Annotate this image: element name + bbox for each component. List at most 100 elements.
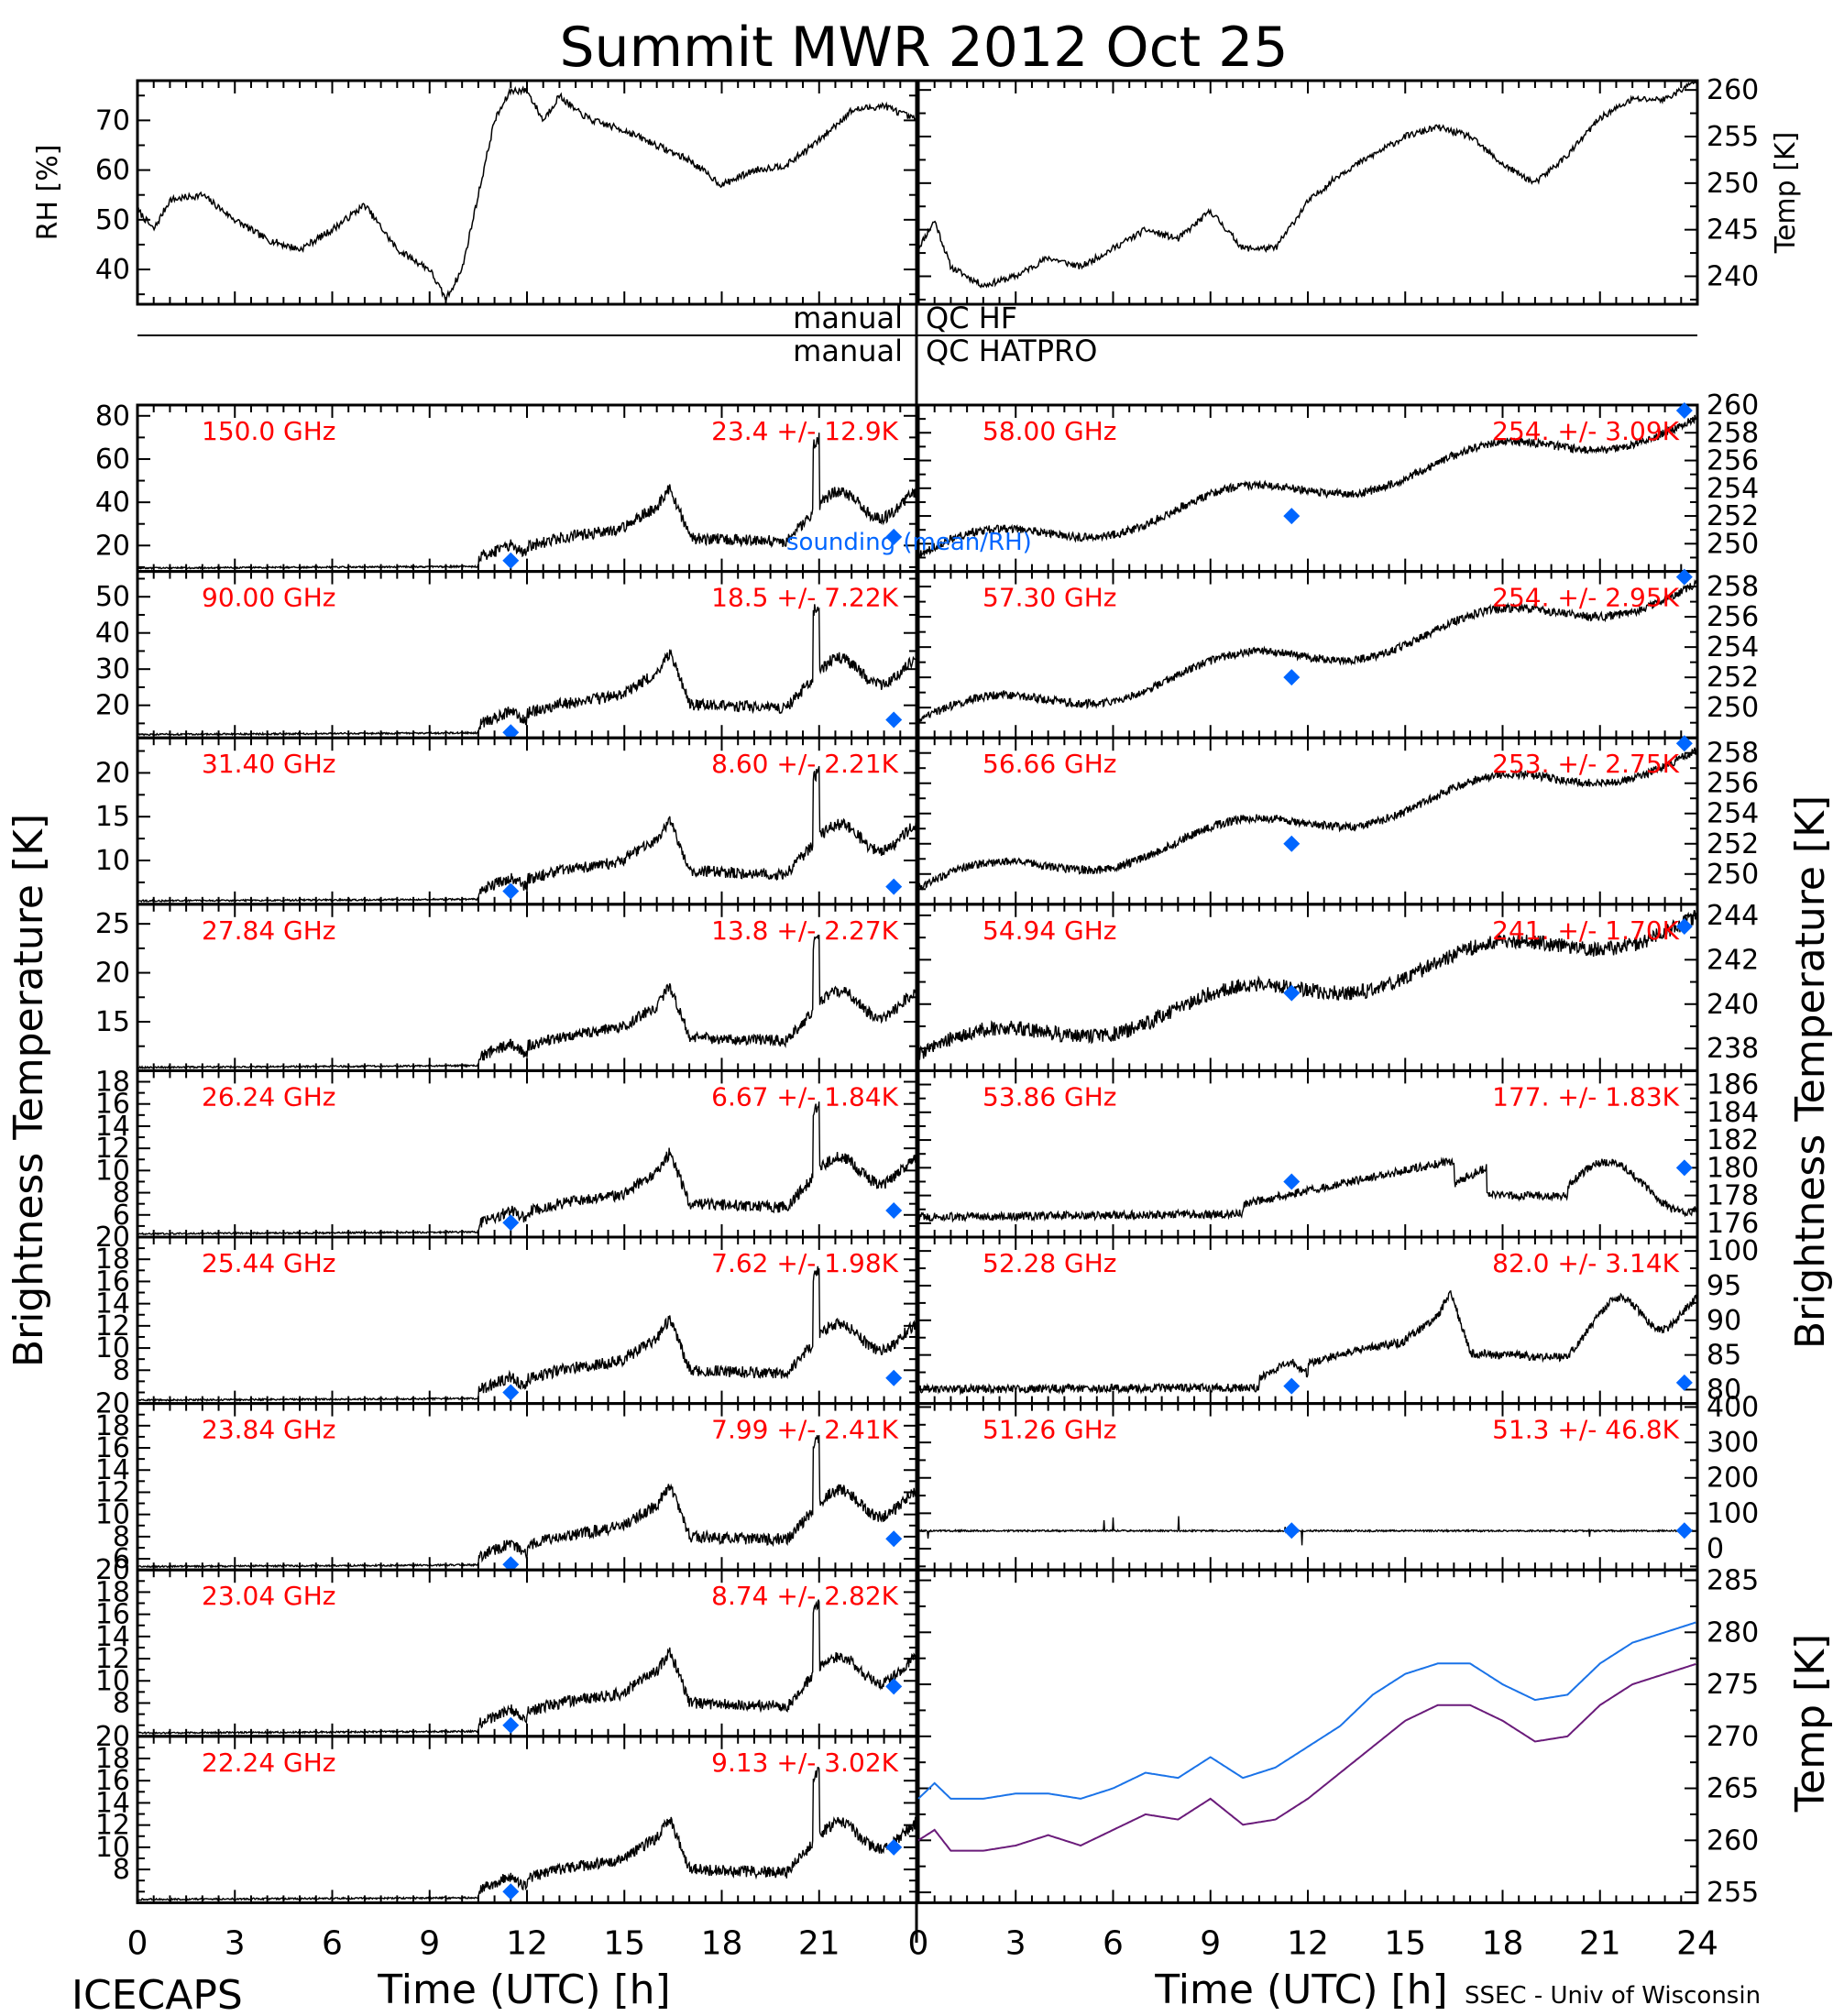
panel-c90-ytick: 50 [95, 581, 130, 613]
xtick-right: 9 [1200, 1924, 1221, 1962]
stat-label-c5730: 254. +/- 2.95K [1492, 583, 1679, 613]
sounding-marker-c2544 [502, 1384, 520, 1401]
blackbody-ytick: 260 [1707, 1824, 1759, 1857]
panel-c2304-ytick: 20 [95, 1554, 130, 1586]
xtick-left: 9 [419, 1924, 440, 1962]
panel-c2624-ytick: 12 [95, 1133, 130, 1165]
sounding-marker-c150 [502, 552, 520, 569]
panel-c2224-ytick: 20 [95, 1721, 130, 1753]
stat-label-c314: 8.60 +/- 2.21K [711, 749, 898, 779]
panel-c150-ytick: 40 [95, 487, 130, 519]
bb-line-1 [917, 1662, 1696, 1852]
sounding-marker-c5494 [1675, 918, 1693, 936]
xtick-right: 3 [1005, 1924, 1026, 1962]
trace-c5800 [917, 414, 1698, 560]
panel-c5228-ytick: 100 [1707, 1235, 1759, 1267]
stat-label-c5800: 254. +/- 3.09K [1492, 416, 1679, 446]
sounding-marker-c5666 [1675, 735, 1693, 752]
rh-panel: 40 50 60 70 RH [%] [32, 79, 918, 306]
panel-c5800-ytick: 252 [1707, 500, 1759, 532]
rh-line [137, 85, 916, 303]
freq-label-c5800: 58.00 GHz [982, 416, 1117, 446]
panel-c5800-ytick: 256 [1707, 445, 1759, 477]
left-ylabel: Brightness Temperature [K] [5, 814, 52, 1367]
sounding-marker-c2304 [885, 1678, 903, 1695]
panel-c5126-ytick: 0 [1707, 1533, 1724, 1565]
panel-c5800-ytick: 250 [1707, 528, 1759, 560]
panel-c150-ytick: 20 [95, 530, 130, 562]
freq-label-c90: 90.00 GHz [202, 583, 336, 613]
stat-label-c90: 18.5 +/- 7.22K [711, 583, 898, 613]
stat-label-c5126: 51.3 +/- 46.8K [1492, 1415, 1679, 1445]
freq-label-c5666: 56.66 GHz [982, 749, 1117, 779]
left-xlabel: Time (UTC) [h] [377, 1967, 670, 2013]
qc-section: manual QC HF manual QC HATPRO [793, 301, 1097, 368]
trace-c5228 [917, 1289, 1698, 1396]
rh-ytick: 70 [95, 104, 130, 137]
trace-c90 [137, 604, 917, 737]
sounding-marker-c2624 [502, 1214, 520, 1232]
freq-label-c2384: 23.84 GHz [202, 1415, 336, 1445]
blackbody-ytick: 285 [1707, 1565, 1759, 1597]
panel-c2544-ytick: 18 [95, 1244, 130, 1276]
panel-c90-ytick: 20 [95, 690, 130, 722]
freq-label-c5730: 57.30 GHz [982, 583, 1117, 613]
rh-frame [136, 79, 918, 306]
panel-c90-ytick: 40 [95, 618, 130, 650]
sounding-marker-c5800 [1675, 402, 1693, 419]
panel-c2304-ytick: 14 [95, 1621, 130, 1653]
panel-c5228-ytick: 95 [1707, 1270, 1741, 1302]
qc-label-hf-right: QC HF [926, 301, 1017, 335]
sounding-marker-c5126 [1283, 1522, 1301, 1539]
panel-c2624-ytick: 16 [95, 1089, 130, 1121]
panel-c2384-ytick: 12 [95, 1476, 130, 1508]
stat-label-c2304: 8.74 +/- 2.82K [711, 1581, 898, 1611]
freq-label-c2224: 22.24 GHz [202, 1748, 336, 1778]
xtick-left: 3 [225, 1924, 246, 1962]
stat-label-c5666: 253. +/- 2.75K [1492, 749, 1679, 779]
trace-c2624 [137, 1101, 917, 1236]
panel-c2304-ytick: 18 [95, 1576, 130, 1608]
panel-c5730-ytick: 250 [1707, 692, 1759, 724]
trace-c2384 [137, 1434, 917, 1569]
panel-c2544-ytick: 20 [95, 1222, 130, 1254]
panel-c2544-ytick: 16 [95, 1265, 130, 1298]
blackbody-ytick: 270 [1707, 1721, 1759, 1753]
panel-c5666-ytick: 252 [1707, 828, 1759, 860]
temp-line [917, 81, 1697, 289]
panel-c5228-ytick: 85 [1707, 1340, 1741, 1372]
panel-c2384-ytick: 6 [113, 1543, 130, 1575]
xtick-left: 0 [127, 1924, 148, 1962]
stat-label-c2784: 13.8 +/- 2.27K [711, 915, 898, 946]
rh-ylabel: RH [%] [32, 145, 64, 241]
right-xlabel: Time (UTC) [h] [1154, 1967, 1447, 2013]
sounding-marker-c150 [885, 528, 903, 545]
sounding-marker-c5386 [1675, 1159, 1693, 1177]
panel-c5666-ytick: 256 [1707, 768, 1759, 800]
panel-c5666-ytick: 258 [1707, 738, 1759, 770]
panel-c2384-ytick: 8 [113, 1521, 130, 1553]
panel-c2304-ytick: 16 [95, 1599, 130, 1631]
qc-label-hatpro-right: QC HATPRO [926, 334, 1097, 368]
panel-c5666-ytick: 254 [1707, 798, 1759, 830]
blackbody-ytick: 275 [1707, 1669, 1759, 1701]
panel-c5126-ytick: 400 [1707, 1391, 1759, 1423]
trace-c2224 [137, 1767, 917, 1902]
sounding-marker-c2304 [502, 1716, 520, 1734]
xtick-right: 18 [1482, 1924, 1524, 1962]
sounding-marker-c2224 [885, 1838, 903, 1856]
panel-c2784: 15 20 25 27.84 GHz 13.8 +/- 2.27K [95, 903, 918, 1072]
temp-ytick: 240 [1707, 261, 1759, 293]
panel-c5228-ytick: 80 [1707, 1374, 1741, 1406]
blackbody-panel: 255 260 265 270 275 280 285 Temp [K] [916, 1565, 1833, 1909]
panel-c5126-ytick: 100 [1707, 1497, 1759, 1529]
panel-c5666-ytick: 250 [1707, 859, 1759, 891]
xtick-right: 21 [1579, 1924, 1621, 1962]
blackbody-ytick: 280 [1707, 1616, 1759, 1649]
sounding-marker-c5730 [1675, 568, 1693, 586]
